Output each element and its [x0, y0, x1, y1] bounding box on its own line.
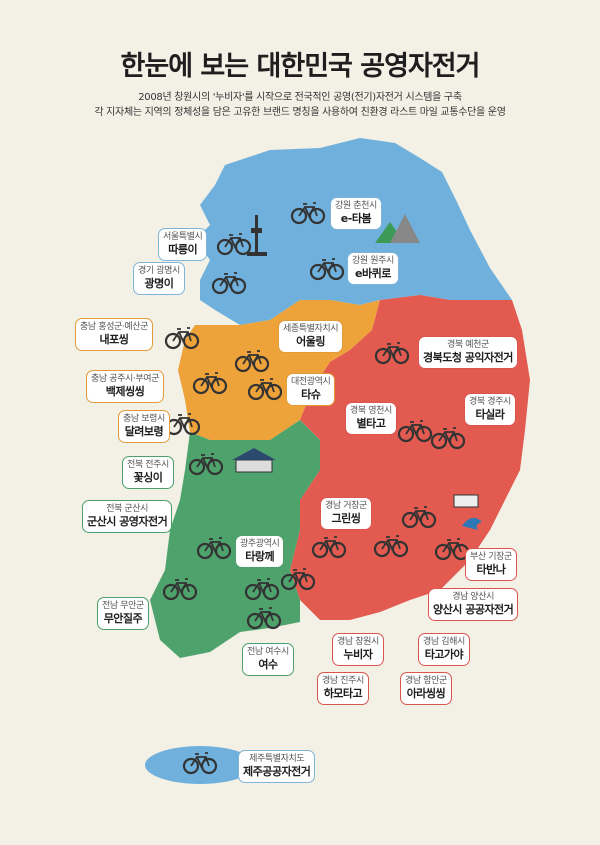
region-name: 충남 보령시 — [123, 414, 165, 424]
region-name: 경북 영천시 — [350, 406, 392, 416]
region-name: 전남 무안군 — [102, 601, 144, 611]
brand-name: 제주공공자전거 — [243, 765, 311, 779]
region-name: 서울특별시 — [163, 232, 203, 242]
region-name: 전북 군산시 — [106, 504, 149, 514]
brand-name: 그린씽 — [331, 512, 361, 526]
region-name: 경남 창원시 — [337, 637, 379, 647]
bike-brand-label: 전남 여수시 여수 — [242, 643, 294, 676]
brand-name: 무안질주 — [103, 612, 143, 626]
brand-name: 타슈 — [301, 388, 321, 402]
bike-brand-label: 경남 함안군 아라씽씽 — [400, 672, 452, 705]
region-name: 경북 경주시 — [469, 397, 511, 407]
region-name: 충남 홍성군·예산군 — [80, 322, 148, 332]
region-name: 경북 예천군 — [447, 340, 489, 350]
bike-brand-label: 경북 영천시 별타고 — [345, 402, 397, 435]
brand-name: 양산시 공공자전거 — [433, 603, 514, 617]
gate-icon — [232, 448, 276, 473]
brand-name: 아라씽씽 — [406, 687, 446, 701]
bike-brand-label: 서울특별시 따릉이 — [158, 228, 208, 261]
brand-name: 백제씽씽 — [105, 385, 145, 399]
bike-brand-label: 경북 예천군 경북도청 공익자전거 — [418, 336, 518, 369]
brand-name: 여수 — [258, 658, 278, 672]
brand-name: 달려보령 — [124, 425, 164, 439]
namsan-tower-icon — [247, 215, 267, 256]
region-name: 경남 진주시 — [322, 676, 364, 686]
brand-name: 누비자 — [343, 648, 373, 662]
brand-name: 따릉이 — [168, 243, 198, 257]
region-name: 광주광역시 — [240, 539, 280, 549]
bike-brand-label: 강원 춘천시 e-타봄 — [330, 197, 382, 230]
region-name: 충남 공주시·부여군 — [91, 374, 159, 384]
bike-brand-label: 충남 홍성군·예산군 내포씽 — [75, 318, 153, 351]
region-name: 강원 춘천시 — [335, 201, 377, 211]
brand-name: 경북도청 공익자전거 — [423, 351, 513, 365]
bike-brand-label: 경남 김해시 타고가야 — [418, 633, 470, 666]
wave-icon — [462, 517, 482, 530]
region-name: 대전광역시 — [291, 377, 331, 387]
brand-name: 타고가야 — [424, 648, 464, 662]
brand-name: 타반나 — [476, 563, 506, 577]
bike-brand-label: 전북 군산시 군산시 공영자전거 — [82, 500, 173, 533]
bike-brand-label: 충남 공주시·부여군 백제씽씽 — [86, 370, 164, 403]
bike-brand-label: 부산 기장군 타반나 — [465, 548, 517, 581]
bike-brand-label: 광주광역시 타랑께 — [235, 535, 285, 568]
subtitle-line-2: 각 지자체는 지역의 정체성을 담은 고유한 브랜드 명칭을 사용하여 친환경 … — [94, 107, 506, 118]
brand-name: 타실라 — [475, 408, 505, 422]
region-name: 전남 여수시 — [247, 647, 289, 657]
region-name: 부산 기장군 — [470, 552, 512, 562]
bike-brand-label: 경남 양산시 양산시 공공자전거 — [428, 588, 519, 621]
region-name: 제주특별자치도 — [249, 754, 305, 764]
bike-brand-label: 충남 보령시 달려보령 — [118, 410, 170, 443]
brand-name: 타랑께 — [245, 550, 275, 564]
brand-name: 하모타고 — [323, 687, 363, 701]
bike-brand-label: 경남 거창군 그린씽 — [320, 497, 372, 530]
region-name: 경남 함안군 — [405, 676, 447, 686]
brand-name: e-타봄 — [340, 212, 372, 226]
region-name: 경남 김해시 — [423, 637, 465, 647]
region-name: 전북 전주시 — [127, 460, 169, 470]
temple-icon — [453, 494, 479, 508]
brand-name: 어울링 — [296, 335, 326, 349]
bike-brand-label: 대전광역시 타슈 — [286, 373, 336, 406]
brand-name: e바퀴로 — [355, 267, 391, 281]
region-name: 경남 양산시 — [452, 592, 495, 602]
subtitle-line-1: 2008년 창원시의 '누비자'를 시작으로 전국적인 공영(전기)자전거 시스… — [138, 92, 462, 103]
region-capital-gangwon — [195, 138, 512, 325]
bike-brand-label: 전남 무안군 무안질주 — [97, 597, 149, 630]
bike-brand-label: 경남 진주시 하모타고 — [317, 672, 369, 705]
brand-name: 내포씽 — [99, 333, 129, 347]
brand-name: 광명이 — [144, 277, 174, 291]
region-name: 강원 원주시 — [352, 256, 394, 266]
brand-name: 별타고 — [356, 417, 386, 431]
bike-brand-label: 강원 원주시 e바퀴로 — [347, 252, 399, 285]
bike-brand-label: 제주특별자치도 제주공공자전거 — [238, 750, 316, 783]
region-name: 세종특별자치시 — [283, 324, 339, 334]
page-title: 한눈에 보는 대한민국 공영자전거 — [120, 51, 481, 82]
bike-brand-label: 전북 전주시 꽃싱이 — [122, 456, 174, 489]
mountain-icon — [375, 214, 420, 243]
bike-brand-label: 경남 창원시 누비자 — [332, 633, 384, 666]
bike-brand-label: 경기 광명시 광명이 — [133, 262, 185, 295]
brand-name: 군산시 공영자전거 — [87, 515, 168, 529]
bike-brand-label: 세종특별자치시 어울링 — [278, 320, 344, 353]
bike-brand-label: 경북 경주시 타실라 — [464, 393, 516, 426]
region-name: 경기 광명시 — [138, 266, 180, 276]
region-name: 경남 거창군 — [325, 501, 367, 511]
region-gyeongsang — [290, 295, 530, 620]
brand-name: 꽃싱이 — [133, 471, 163, 485]
